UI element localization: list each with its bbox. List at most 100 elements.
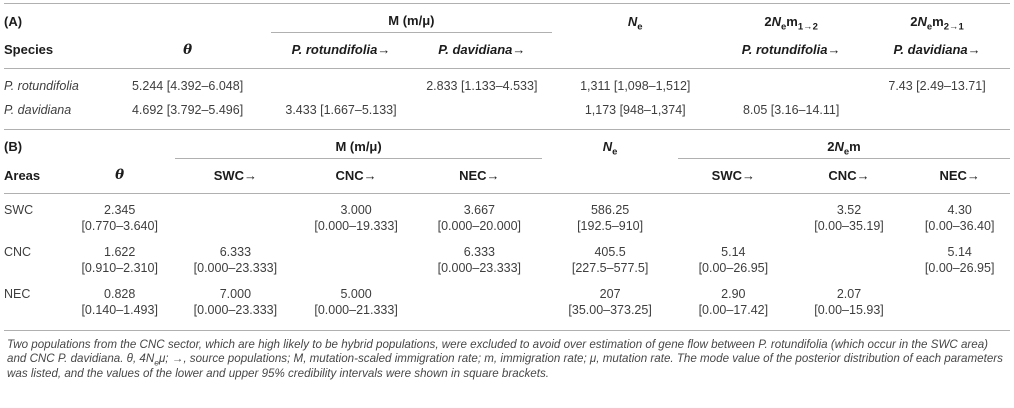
data-cell-ne: 586.25 [192.5–910]: [577, 203, 644, 233]
row-label-davidiana: P. davidiana: [4, 102, 72, 117]
data-cell-nem-cnc: 2.07 [0.00–15.93]: [814, 287, 884, 317]
data-cell-m-swc: 7.000 [0.000–23.333]: [193, 287, 278, 317]
data-cell-nem-nec: [909, 281, 1010, 331]
group-header-nem: 2Nem: [678, 129, 1010, 159]
row-label-swc: SWC: [4, 203, 34, 217]
data-cell-m-nec: 3.667 [0.000–20.000]: [437, 203, 522, 233]
column-header-nem21-davidiana: P. davidiana→: [864, 32, 1010, 69]
data-cell-ne: 1,173 [948–1,374]: [584, 102, 686, 117]
footnote-text: μ; →, source populations; M, mutation-sc…: [7, 352, 1003, 380]
data-cell-m-nec: 6.333 [0.000–23.333]: [437, 245, 522, 275]
nem21-msub: 2→1: [943, 21, 964, 33]
nem12-m: m: [786, 13, 798, 29]
data-cell-ne: 207 [35.00–373.25]: [568, 287, 652, 317]
theta-symbol: θ: [115, 167, 125, 183]
nem12-msub: 1→2: [797, 21, 818, 33]
data-cell-nem-swc: [678, 194, 789, 240]
data-cell-m-cnc: 5.000 [0.000–21.333]: [314, 287, 398, 317]
column-header-areas: Areas: [4, 158, 65, 194]
data-cell-m1: 3.433 [1.667–5.133]: [285, 102, 397, 117]
column-header-ne-b: Ne: [542, 130, 678, 159]
header-spacer: [552, 32, 719, 69]
data-cell-nem-nec: 4.30 [0.00–36.40]: [924, 203, 995, 233]
data-cell-m-nec: [416, 281, 542, 331]
data-cell-theta: 4.692 [3.792–5.496]: [131, 102, 244, 117]
data-cell-m-swc: [175, 194, 296, 240]
nem-nsub: e: [843, 146, 850, 158]
data-cell-theta: 0.828 [0.140–1.493]: [81, 287, 158, 317]
column-header-ne-a: Ne: [552, 4, 718, 33]
nem21-prefix: 2: [910, 13, 918, 29]
footnote-text: Two populations from the CNC sector, whi…: [7, 338, 989, 366]
data-cell-theta: 2.345 [0.770–3.640]: [81, 203, 158, 233]
group-header-nem12: 2Nem1→2: [718, 4, 864, 33]
column-header-nem12-rotundifolia: P. rotundifolia→: [718, 32, 865, 69]
nem-m: m: [849, 138, 861, 154]
panel-a-label: (A): [4, 13, 23, 29]
data-cell-nem-cnc: [789, 239, 910, 281]
table-a: (A) M (m/μ) Ne 2Nem1→2 2Nem2→1 Species θ…: [4, 3, 1010, 130]
nem21-n: N: [917, 13, 927, 29]
nem12-n: N: [771, 13, 781, 29]
row-label-rotundifolia: P. rotundifolia: [4, 78, 79, 93]
data-cell-nem21: [864, 98, 1010, 130]
table-row: CNC 1.622 [0.910–2.310] 6.333 [0.000–23.…: [4, 239, 1010, 281]
header-spacer: [105, 4, 271, 33]
table-footnote: Two populations from the CNC sector, whi…: [7, 338, 1007, 381]
group-header-m-b-text: M (m/μ): [335, 138, 382, 154]
data-cell-theta: 1.622 [0.910–2.310]: [81, 245, 158, 275]
data-cell-m2: 2.833 [1.133–4.533]: [426, 78, 538, 93]
nem12-nsub: e: [780, 21, 787, 33]
ne-subscript: e: [612, 146, 618, 158]
data-cell-m-swc: 6.333 [0.000–23.333]: [193, 245, 278, 275]
data-cell-m2: [411, 98, 552, 130]
data-cell-nem21: 7.43 [2.49–13.71]: [888, 78, 986, 93]
data-cell-ne: 405.5 [227.5–577.5]: [571, 245, 649, 275]
column-header-nem-swc: SWC→: [678, 158, 789, 194]
nem-prefix: 2: [827, 138, 835, 154]
column-header-theta-a: θ: [104, 32, 271, 69]
column-header-m-davidiana: P. davidiana→: [411, 32, 553, 69]
paper-table-figure: (A) M (m/μ) Ne 2Nem1→2 2Nem2→1 Species θ…: [4, 3, 1010, 381]
group-header-m-a: M (m/μ): [270, 3, 553, 33]
header-spacer: [64, 130, 175, 159]
column-header-theta-b: θ: [64, 158, 176, 194]
data-cell-nem12: 8.05 [3.16–14.11]: [742, 102, 840, 117]
table-b: (B) M (m/μ) Ne 2Nem Areas θ SWC→ CNC→ NE…: [4, 129, 1010, 331]
row-label-cnc: CNC: [4, 245, 32, 259]
table-row: P. davidiana 4.692 [3.792–5.496] 3.433 […: [4, 98, 1010, 130]
header-spacer: [542, 158, 678, 194]
data-cell-nem-swc: 2.90 [0.00–17.42]: [698, 287, 769, 317]
data-cell-nem-swc: 5.14 [0.00–26.95]: [698, 245, 769, 275]
column-header-m-swc: SWC→: [175, 158, 296, 194]
nem12-prefix: 2: [764, 13, 772, 29]
data-cell-m1: [271, 68, 412, 98]
panel-b-label: (B): [4, 139, 23, 154]
nem-n: N: [834, 138, 844, 154]
table-row: P. rotundifolia 5.244 [4.392–6.048] 2.83…: [4, 68, 1010, 98]
table-row: SWC 2.345 [0.770–3.640] 3.000 [0.000–19.…: [4, 194, 1010, 240]
column-header-species: Species: [4, 32, 105, 69]
table-row: NEC 0.828 [0.140–1.493] 7.000 [0.000–23.…: [4, 281, 1010, 331]
data-cell-nem-cnc: 3.52 [0.00–35.19]: [814, 203, 884, 233]
nem21-nsub: e: [926, 21, 933, 33]
row-label-nec: NEC: [4, 287, 31, 301]
group-header-m-b: M (m/μ): [175, 129, 543, 159]
data-cell-m-cnc: 3.000 [0.000–19.333]: [314, 203, 398, 233]
data-cell-nem-nec: 5.14 [0.00–26.95]: [924, 245, 995, 275]
data-cell-theta: 5.244 [4.392–6.048]: [131, 78, 244, 93]
ne-symbol: N: [602, 139, 613, 154]
ne-subscript: e: [637, 21, 643, 33]
data-cell-nem12: [718, 68, 864, 98]
column-header-nem-cnc: CNC→: [788, 158, 910, 194]
group-header-m-a-text: M (m/μ): [388, 13, 435, 28]
data-cell-m-cnc: [296, 239, 417, 281]
footnote-subscript-e: e: [154, 357, 159, 368]
column-header-m-nec: NEC→: [416, 158, 543, 194]
ne-symbol: N: [627, 13, 638, 29]
data-cell-ne: 1,311 [1,098–1,512]: [580, 78, 691, 93]
theta-symbol: θ: [183, 41, 193, 58]
column-header-m-rotundifolia: P. rotundifolia→: [270, 32, 412, 69]
column-header-m-cnc: CNC→: [295, 158, 417, 194]
column-header-nem-nec: NEC→: [909, 158, 1010, 194]
